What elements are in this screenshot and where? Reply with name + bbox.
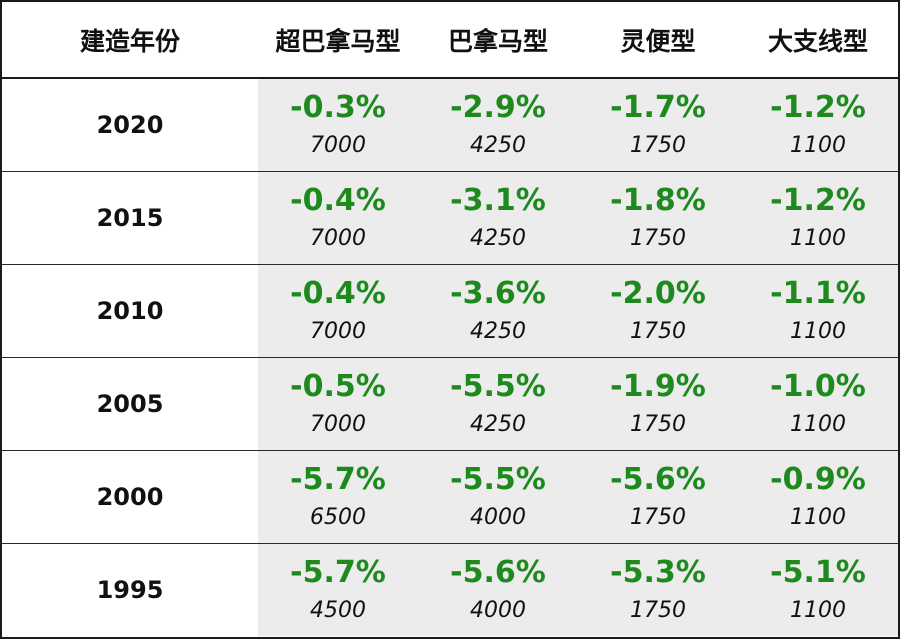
table-cell: -0.3% 7000 xyxy=(258,78,418,171)
cell-percent-change: -2.9% xyxy=(450,89,546,125)
table-row: 2005 -0.5% 7000 -5.5% 4250 -1.9% 1750 -1.0% 1100 xyxy=(2,356,898,450)
header-feedermax: 大支线型 xyxy=(738,2,898,79)
cell-percent-change: -1.7% xyxy=(610,89,706,125)
table-cell: -1.7% 1750 xyxy=(578,78,738,171)
cell-vessel-size: 1750 xyxy=(630,132,686,158)
table-cell: -5.6% 4000 xyxy=(418,542,578,636)
header-post-panamax: 超巴拿马型 xyxy=(258,2,418,79)
table-cell: -5.3% 1750 xyxy=(578,542,738,636)
cell-percent-change: -5.1% xyxy=(770,554,866,590)
table-row: 2020 -0.3% 7000 -2.9% 4250 -1.7% 1750 -1.2% 1100 xyxy=(2,78,898,171)
cell-vessel-size: 1100 xyxy=(790,597,846,623)
table-cell: -5.1% 1100 xyxy=(738,542,898,636)
cell-vessel-size: 1100 xyxy=(790,132,846,158)
table-cell: -5.7% 6500 xyxy=(258,449,418,543)
cell-vessel-size: 1100 xyxy=(790,411,846,437)
table-row: 2015 -0.4% 7000 -3.1% 4250 -1.8% 1750 -1.2% 1100 xyxy=(2,170,898,264)
table-cell: -0.4% 7000 xyxy=(258,170,418,264)
cell-percent-change: -5.5% xyxy=(450,368,546,404)
table-cell: -5.5% 4000 xyxy=(418,449,578,543)
table-cell: -2.0% 1750 xyxy=(578,263,738,357)
table-cell: -1.0% 1100 xyxy=(738,356,898,450)
cell-percent-change: -2.0% xyxy=(610,275,706,311)
table-cell: -3.6% 4250 xyxy=(418,263,578,357)
cell-vessel-size: 7000 xyxy=(310,132,366,158)
cell-percent-change: -3.1% xyxy=(450,182,546,218)
cell-percent-change: -0.3% xyxy=(290,89,386,125)
table-row: 2000 -5.7% 6500 -5.5% 4000 -5.6% 1750 -0.9% 1100 xyxy=(2,449,898,543)
table-cell: -1.8% 1750 xyxy=(578,170,738,264)
cell-percent-change: -0.9% xyxy=(770,461,866,497)
table-cell: -5.5% 4250 xyxy=(418,356,578,450)
cell-vessel-size: 1100 xyxy=(790,318,846,344)
cell-percent-change: -5.7% xyxy=(290,461,386,497)
row-year-label: 1995 xyxy=(2,542,258,636)
cell-vessel-size: 6500 xyxy=(310,504,366,530)
cell-vessel-size: 7000 xyxy=(310,225,366,251)
header-row: 建造年份 超巴拿马型 巴拿马型 灵便型 大支线型 xyxy=(2,2,898,79)
cell-percent-change: -0.4% xyxy=(290,182,386,218)
cell-vessel-size: 7000 xyxy=(310,411,366,437)
cell-vessel-size: 1750 xyxy=(630,411,686,437)
row-year-label: 2000 xyxy=(2,449,258,543)
cell-percent-change: -5.3% xyxy=(610,554,706,590)
cell-percent-change: -5.7% xyxy=(290,554,386,590)
cell-vessel-size: 4500 xyxy=(310,597,366,623)
cell-percent-change: -1.1% xyxy=(770,275,866,311)
table-cell: -1.2% 1100 xyxy=(738,78,898,171)
cell-percent-change: -0.5% xyxy=(290,368,386,404)
cell-vessel-size: 1100 xyxy=(790,504,846,530)
table-cell: -1.2% 1100 xyxy=(738,170,898,264)
table-cell: -1.1% 1100 xyxy=(738,263,898,357)
table-cell: -3.1% 4250 xyxy=(418,170,578,264)
cell-percent-change: -1.2% xyxy=(770,182,866,218)
cell-vessel-size: 7000 xyxy=(310,318,366,344)
cell-percent-change: -0.4% xyxy=(290,275,386,311)
cell-vessel-size: 4000 xyxy=(470,504,526,530)
row-year-label: 2015 xyxy=(2,170,258,264)
cell-vessel-size: 4000 xyxy=(470,597,526,623)
table-cell: -2.9% 4250 xyxy=(418,78,578,171)
table-cell: -1.9% 1750 xyxy=(578,356,738,450)
table-cell: -0.4% 7000 xyxy=(258,263,418,357)
cell-vessel-size: 4250 xyxy=(470,225,526,251)
cell-vessel-size: 1750 xyxy=(630,225,686,251)
cell-vessel-size: 1750 xyxy=(630,318,686,344)
cell-vessel-size: 1100 xyxy=(790,225,846,251)
cell-percent-change: -5.5% xyxy=(450,461,546,497)
header-panamax: 巴拿马型 xyxy=(418,2,578,79)
cell-vessel-size: 1750 xyxy=(630,504,686,530)
row-year-label: 2005 xyxy=(2,356,258,450)
table-row: 1995 -5.7% 4500 -5.6% 4000 -5.3% 1750 -5.1% 1100 xyxy=(2,542,898,636)
cell-vessel-size: 4250 xyxy=(470,132,526,158)
cell-vessel-size: 4250 xyxy=(470,411,526,437)
cell-percent-change: -1.9% xyxy=(610,368,706,404)
table-cell: -0.5% 7000 xyxy=(258,356,418,450)
table-cell: -5.7% 4500 xyxy=(258,542,418,636)
table-row: 2010 -0.4% 7000 -3.6% 4250 -2.0% 1750 -1.1% 1100 xyxy=(2,263,898,357)
cell-percent-change: -1.0% xyxy=(770,368,866,404)
cell-percent-change: -5.6% xyxy=(450,554,546,590)
cell-percent-change: -1.2% xyxy=(770,89,866,125)
header-handy: 灵便型 xyxy=(578,2,738,79)
table-body: 2020 -0.3% 7000 -2.9% 4250 -1.7% 1750 -1.2% 1100… xyxy=(2,78,898,636)
cell-vessel-size: 1750 xyxy=(630,597,686,623)
cell-percent-change: -5.6% xyxy=(610,461,706,497)
table-cell: -0.9% 1100 xyxy=(738,449,898,543)
row-year-label: 2010 xyxy=(2,263,258,357)
cell-percent-change: -3.6% xyxy=(450,275,546,311)
row-year-label: 2020 xyxy=(2,78,258,171)
cell-percent-change: -1.8% xyxy=(610,182,706,218)
header-build-year: 建造年份 xyxy=(2,2,258,79)
cell-vessel-size: 4250 xyxy=(470,318,526,344)
table-header: 建造年份 超巴拿马型 巴拿马型 灵便型 大支线型 xyxy=(2,2,898,79)
table-cell: -5.6% 1750 xyxy=(578,449,738,543)
